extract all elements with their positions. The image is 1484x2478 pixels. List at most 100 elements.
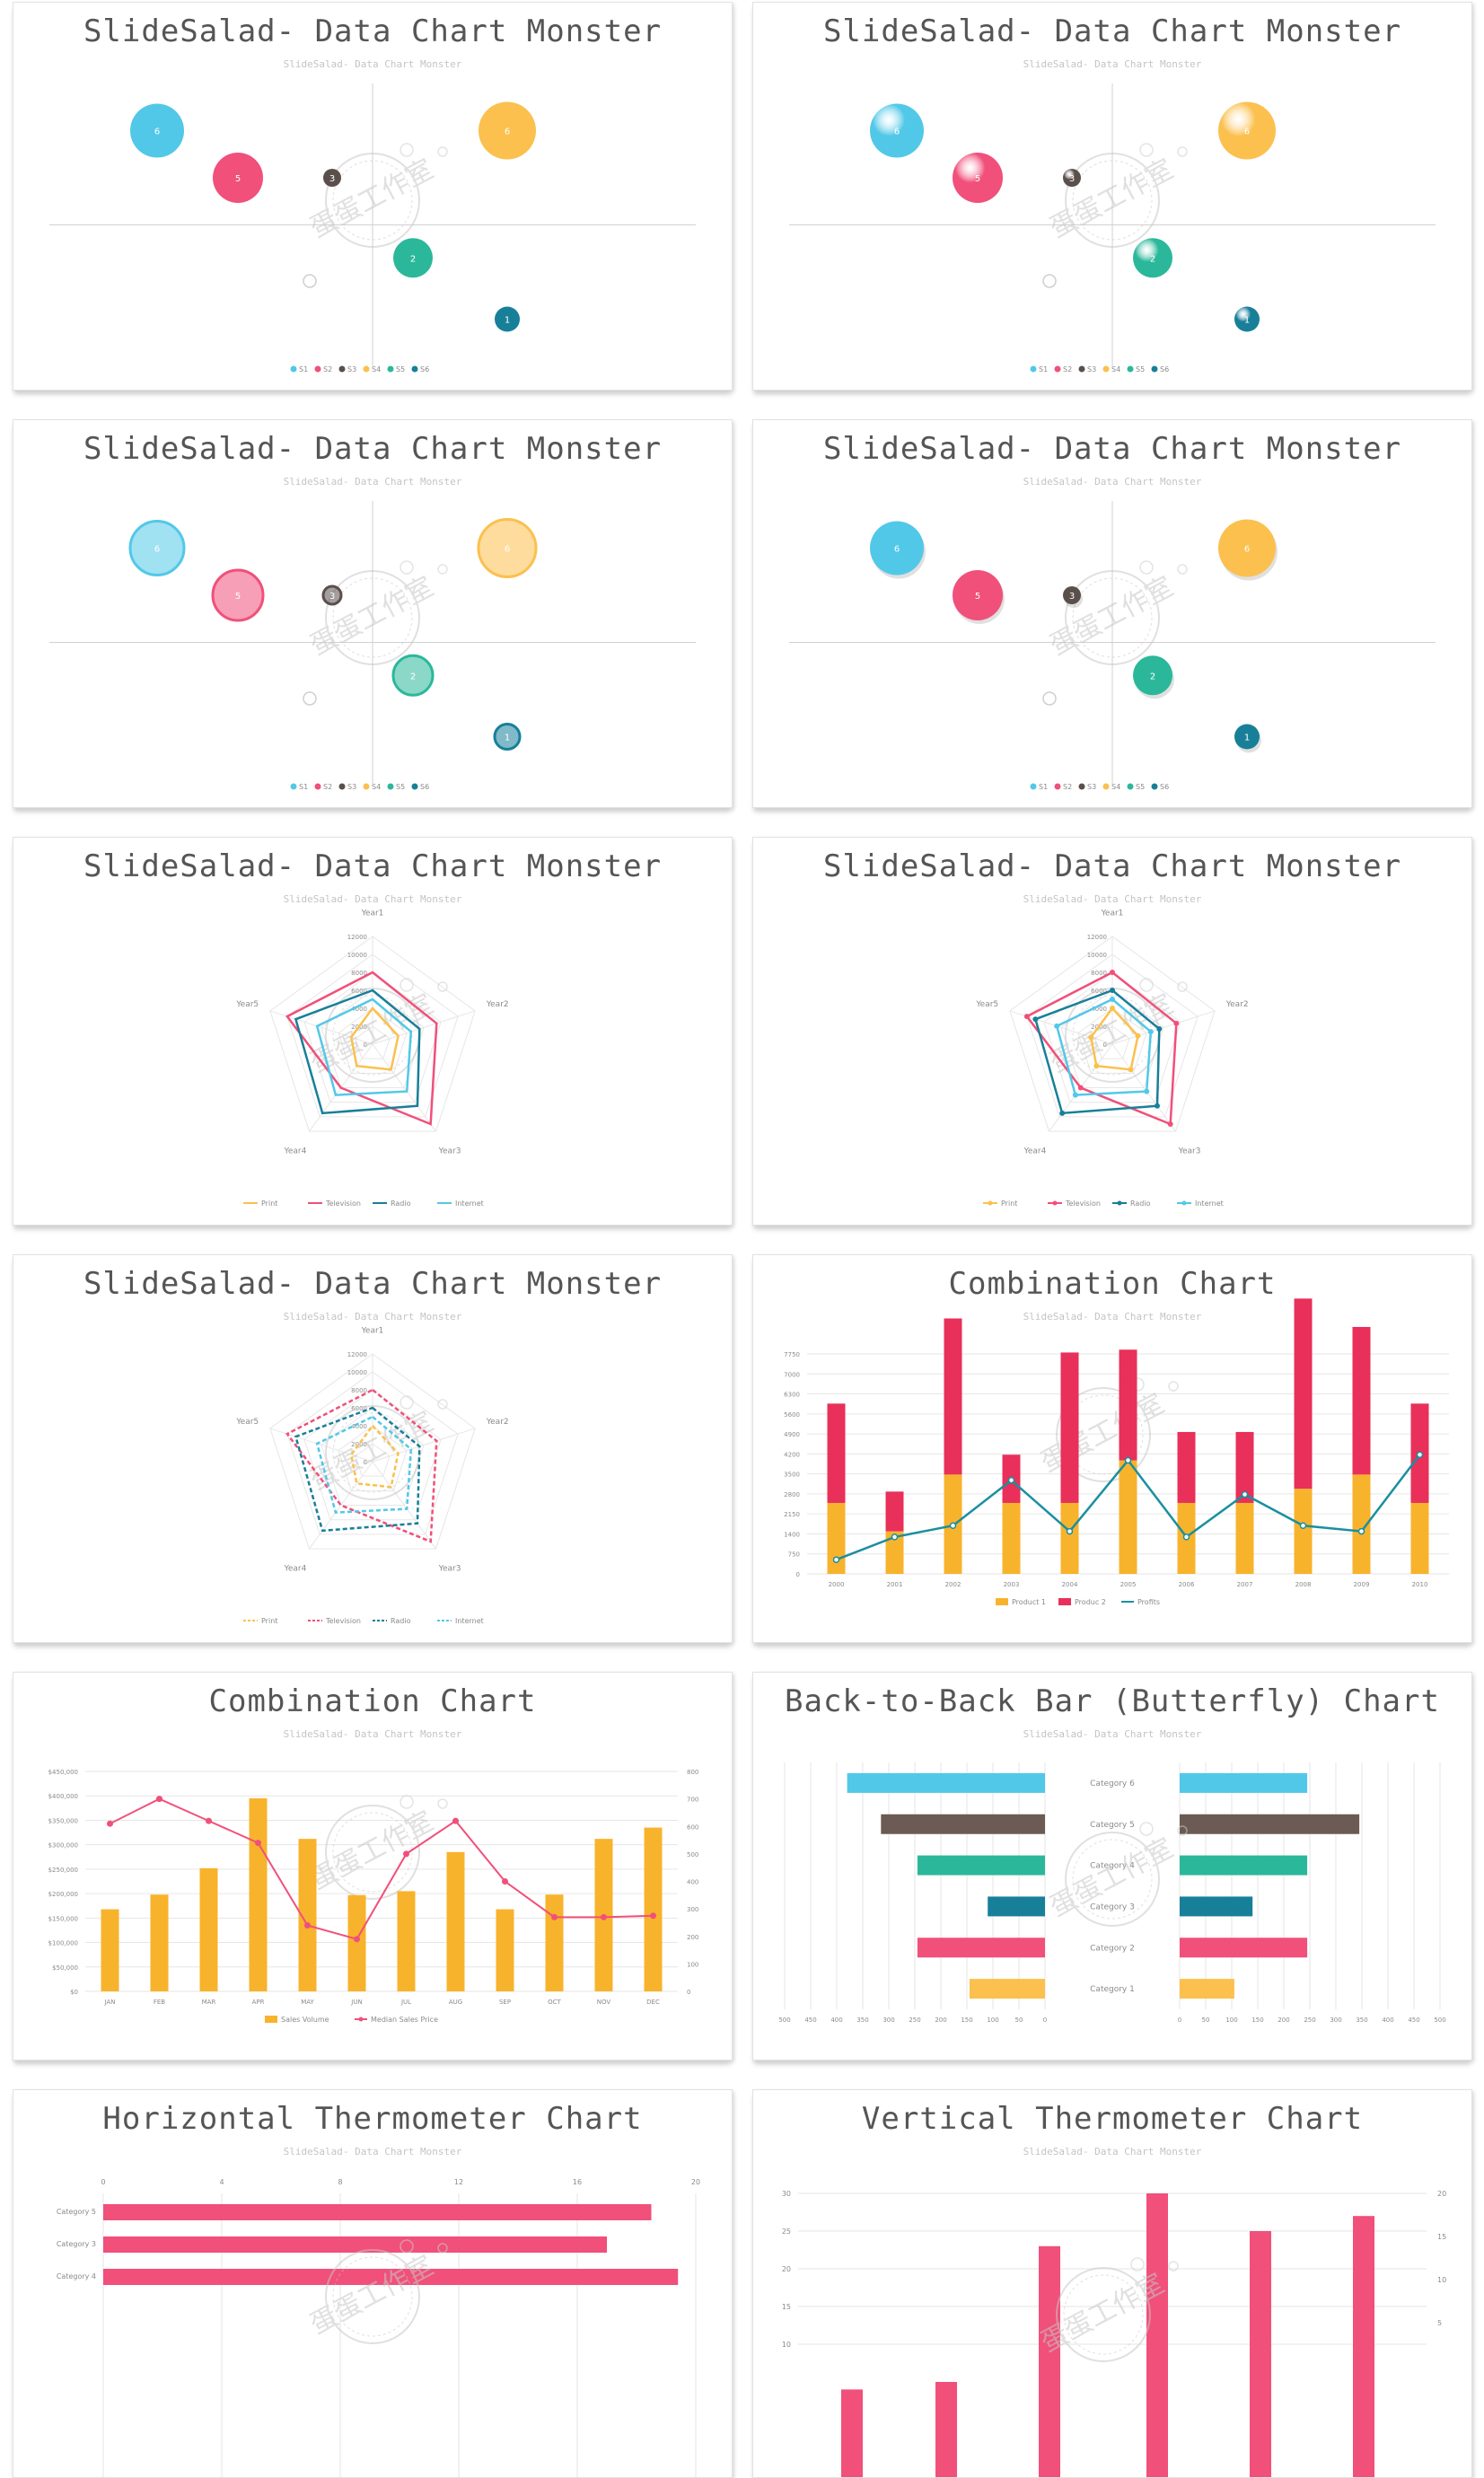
watermark-ring-inner — [1072, 995, 1153, 1076]
bubble-point — [323, 169, 341, 187]
radar-tick-label: 4000 — [351, 1423, 367, 1430]
line-point — [1007, 1476, 1015, 1484]
bubble-point — [953, 153, 1003, 203]
bar — [1002, 1502, 1021, 1574]
y2-tick-label: 0 — [687, 1989, 690, 1996]
y2-tick-label: 5 — [1437, 2319, 1442, 2327]
y2-tick-label: 10 — [1437, 2276, 1446, 2284]
legend-label: S5 — [396, 783, 405, 791]
y-tick-label: 20 — [782, 2265, 791, 2273]
y2-tick-label: 200 — [687, 1934, 698, 1941]
bubble-label: 6 — [154, 127, 160, 137]
decor-circle — [303, 691, 317, 706]
decor-circle — [1139, 560, 1154, 575]
y-tick-label: 7000 — [784, 1371, 800, 1378]
bar — [1060, 1352, 1079, 1503]
decor-circle — [437, 146, 448, 157]
radar-series-line — [294, 1406, 421, 1533]
legend-marker-dot — [358, 2017, 364, 2022]
line-point — [452, 1817, 459, 1824]
bar — [545, 1894, 564, 1991]
legend-marker — [265, 2016, 277, 2023]
x-tick-label: 8 — [338, 2178, 342, 2186]
line-point — [1299, 1522, 1307, 1530]
radar-series-line — [1025, 971, 1178, 1126]
radar-series-line — [1089, 1006, 1139, 1071]
decor-circle — [400, 1395, 414, 1410]
slide-title: Combination Chart — [208, 1683, 537, 1719]
radar-point — [1032, 1016, 1039, 1023]
bar — [1235, 1502, 1254, 1574]
radar-grid — [269, 936, 476, 1132]
slide-radar-dashed: Year1 Year2 Year3 Year4 Year5 12000 10000 8000 6… — [13, 1254, 733, 1643]
bar — [298, 1839, 317, 1991]
legend-label: Radio — [391, 1617, 411, 1625]
radar-series-line — [285, 1388, 438, 1543]
legend-marker — [1078, 365, 1085, 373]
slide-butterfly: 500 450 400 350 300 250 200 150 100 50 0 0 50 100 150 2… — [752, 1672, 1472, 2061]
y-tick-label: $50,000 — [52, 1964, 78, 1972]
bar — [885, 1531, 904, 1574]
y2-tick-label: 15 — [1437, 2233, 1446, 2241]
radar-grid — [1094, 1025, 1130, 1059]
radar-axis-label: Year2 — [486, 1418, 509, 1427]
x-tick-label: 2003 — [1004, 1581, 1020, 1588]
watermark-ring — [1065, 570, 1160, 665]
y2-tick-label: 800 — [687, 1769, 698, 1776]
x-tick-label: 2005 — [1120, 1581, 1137, 1588]
bar — [841, 2389, 863, 2477]
x-tick-label: 12 — [454, 2178, 463, 2186]
line-point — [304, 1922, 311, 1929]
x-tick-label: JUL — [400, 1999, 411, 2006]
radar-axis-label: Year4 — [284, 1147, 307, 1156]
radar-tick-label: 0 — [364, 1041, 367, 1049]
legend-label: S3 — [1087, 365, 1096, 373]
radar-point — [1110, 970, 1115, 975]
radar-axis-label: Year5 — [975, 1000, 998, 1009]
slide-combination-stacked: 0 750 1400 2150 2800 3500 4200 4900 5600 6300 7000… — [752, 1254, 1472, 1643]
decor-circle — [1139, 143, 1154, 157]
slide-subtitle: SlideSalad- Data Chart Monster — [1023, 476, 1202, 488]
legend-label: Internet — [455, 1617, 484, 1625]
bar — [347, 1894, 366, 1991]
radar-tick-label: 0 — [1103, 1041, 1107, 1049]
bubble-label: 2 — [410, 254, 416, 264]
radar-grid — [321, 989, 425, 1089]
decor-circle — [400, 560, 414, 575]
bubble-label: 1 — [1244, 316, 1250, 326]
x-tick-label: 500 — [778, 2017, 790, 2024]
decor-circle — [1130, 2257, 1145, 2272]
slide-radar-solid: Year1 Year2 Year3 Year4 Year5 12000 10000 8000 6… — [13, 837, 733, 1226]
radar-axis-label: Year4 — [1023, 1147, 1047, 1156]
decor-circle — [437, 1399, 448, 1410]
radar-spoke — [309, 1461, 373, 1550]
legend-label: S2 — [1063, 783, 1072, 791]
radar-point — [1077, 1085, 1084, 1091]
bubble-label: 1 — [505, 316, 510, 326]
chart-svg: Year1Year2Year3Year4Year5120001000080006… — [235, 909, 508, 1208]
radar-tick-label: 12000 — [1087, 934, 1107, 941]
bar — [446, 1851, 465, 1991]
legend-label: S5 — [1136, 365, 1145, 373]
bubble-point — [130, 103, 184, 158]
slide-subtitle: SlideSalad- Data Chart Monster — [283, 58, 462, 70]
y-tick-label: $300,000 — [48, 1842, 78, 1850]
bar — [827, 1502, 846, 1574]
bubble-point — [493, 723, 522, 751]
chart-svg: Year1Year2Year3Year4Year5120001000080006… — [975, 909, 1248, 1208]
bubble-label: 6 — [894, 127, 900, 137]
y-tick-label: 0 — [796, 1571, 800, 1578]
bar-right — [1180, 1979, 1234, 1999]
bar — [103, 2204, 652, 2220]
bubble-point — [1234, 724, 1260, 750]
bubble-point — [393, 238, 433, 278]
line-point — [502, 1878, 508, 1885]
radar-grid — [286, 953, 459, 1118]
slide-title: Vertical Thermometer Chart — [861, 2101, 1364, 2137]
legend-marker — [314, 783, 321, 790]
watermark-ring-inner — [332, 995, 413, 1076]
decor-circle — [1139, 978, 1154, 992]
legend-marker — [411, 783, 418, 790]
radar-tick-label: 8000 — [351, 1387, 367, 1394]
category-label: Category 4 — [1090, 1862, 1135, 1871]
